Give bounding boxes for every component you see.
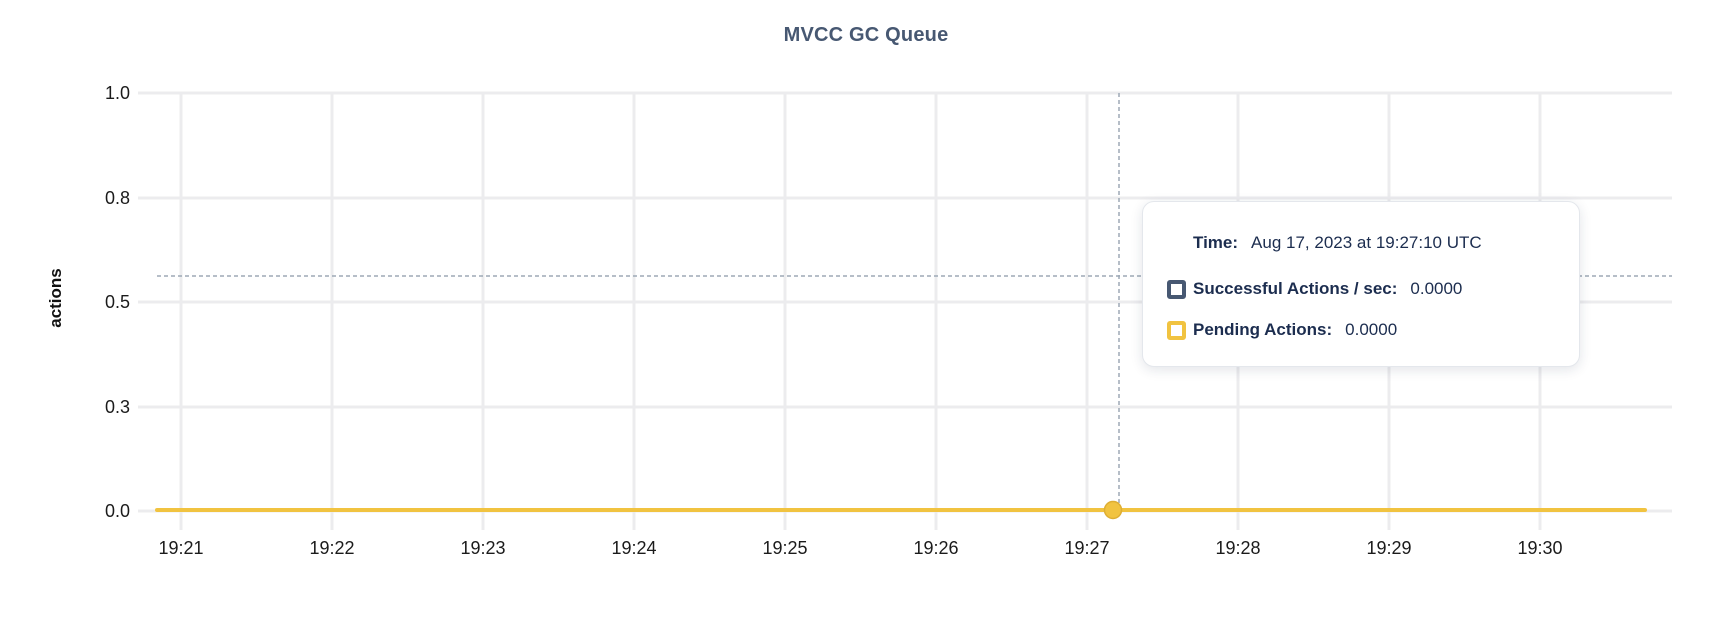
tooltip-series-row: Pending Actions: 0.0000 [1167, 318, 1563, 342]
tooltip-series-label: Pending Actions: [1193, 320, 1333, 339]
y-tick-label: 0.5 [104, 292, 130, 312]
pending-actions-swatch-icon [1167, 320, 1186, 340]
x-tick-label: 19:25 [762, 538, 808, 558]
x-tick-label: 19:26 [913, 538, 959, 558]
hover-point-dot [1103, 500, 1123, 520]
successful-actions-swatch-icon [1167, 279, 1186, 299]
x-tick-label: 19:30 [1517, 538, 1563, 558]
x-tick-label: 19:27 [1064, 538, 1110, 558]
y-tick-label: 0.0 [104, 501, 130, 521]
tooltip-time-row: Time: Aug 17, 2023 at 19:27:10 UTC [1193, 231, 1563, 255]
tooltip-time-value: Aug 17, 2023 at 19:27:10 UTC [1251, 233, 1482, 252]
chart-tooltip: Time: Aug 17, 2023 at 19:27:10 UTC Succe… [1142, 201, 1580, 367]
tooltip-series-row: Successful Actions / sec: 0.0000 [1167, 277, 1563, 301]
tooltip-series-label: Successful Actions / sec: [1193, 279, 1398, 298]
tooltip-series-value: 0.0000 [1410, 279, 1463, 298]
x-tick-label: 19:28 [1215, 538, 1261, 558]
x-tick-label: 19:29 [1366, 538, 1412, 558]
y-tick-label: 0.8 [104, 188, 130, 208]
x-tick-label: 19:24 [611, 538, 657, 558]
tooltip-time-label: Time: [1193, 233, 1239, 252]
x-tick-label: 19:23 [460, 538, 506, 558]
x-tick-label: 19:21 [158, 538, 204, 558]
tooltip-series-value: 0.0000 [1345, 320, 1398, 339]
x-tick-label: 19:22 [309, 538, 355, 558]
y-tick-label: 0.3 [104, 397, 130, 417]
y-tick-label: 1.0 [104, 83, 130, 103]
chart-title: MVCC GC Queue [783, 24, 949, 46]
